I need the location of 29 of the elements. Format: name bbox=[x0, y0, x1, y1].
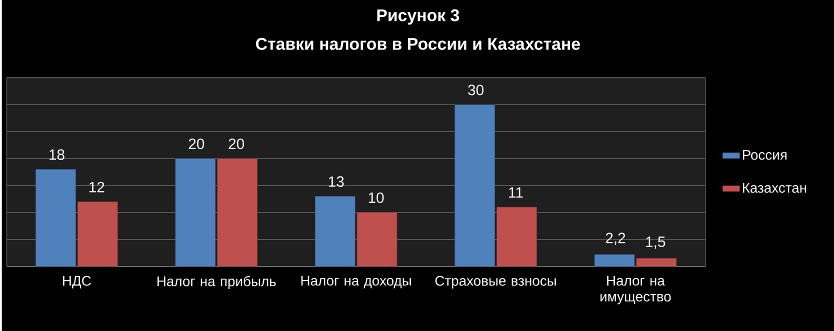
legend-label: Казахстан bbox=[742, 182, 806, 193]
data-label: 18 bbox=[50, 149, 64, 160]
legend-label: Россия bbox=[742, 150, 786, 160]
data-label: 20 bbox=[228, 138, 244, 150]
bar bbox=[175, 158, 216, 266]
bar bbox=[314, 196, 356, 266]
bar bbox=[594, 254, 635, 266]
x-tick-label: Налог на имущество bbox=[600, 276, 671, 304]
data-label: 2,2 bbox=[606, 232, 626, 245]
bar bbox=[356, 212, 398, 266]
x-tick-label: Налог на доходы bbox=[301, 276, 411, 288]
x-tick-label: Налог на прибыль bbox=[158, 276, 276, 289]
data-label: 12 bbox=[89, 182, 104, 192]
bar bbox=[36, 169, 76, 266]
bar bbox=[77, 201, 118, 266]
bar bbox=[217, 158, 258, 266]
chart-subtitle: Ставки налогов в России и Казахстане bbox=[256, 38, 580, 50]
x-tick-label: НДС bbox=[63, 276, 91, 288]
data-label: 13 bbox=[328, 176, 344, 187]
bar bbox=[496, 206, 537, 266]
x-tick-label: Страховые взносы bbox=[435, 276, 556, 288]
data-label: 1,5 bbox=[646, 236, 666, 249]
bar bbox=[454, 104, 495, 266]
bar bbox=[636, 258, 677, 266]
data-label: 30 bbox=[468, 84, 484, 96]
data-label: 20 bbox=[188, 138, 204, 150]
chart-title: Рисунок 3 bbox=[377, 9, 460, 24]
data-label: 11 bbox=[509, 187, 523, 198]
data-label: 10 bbox=[368, 192, 384, 203]
